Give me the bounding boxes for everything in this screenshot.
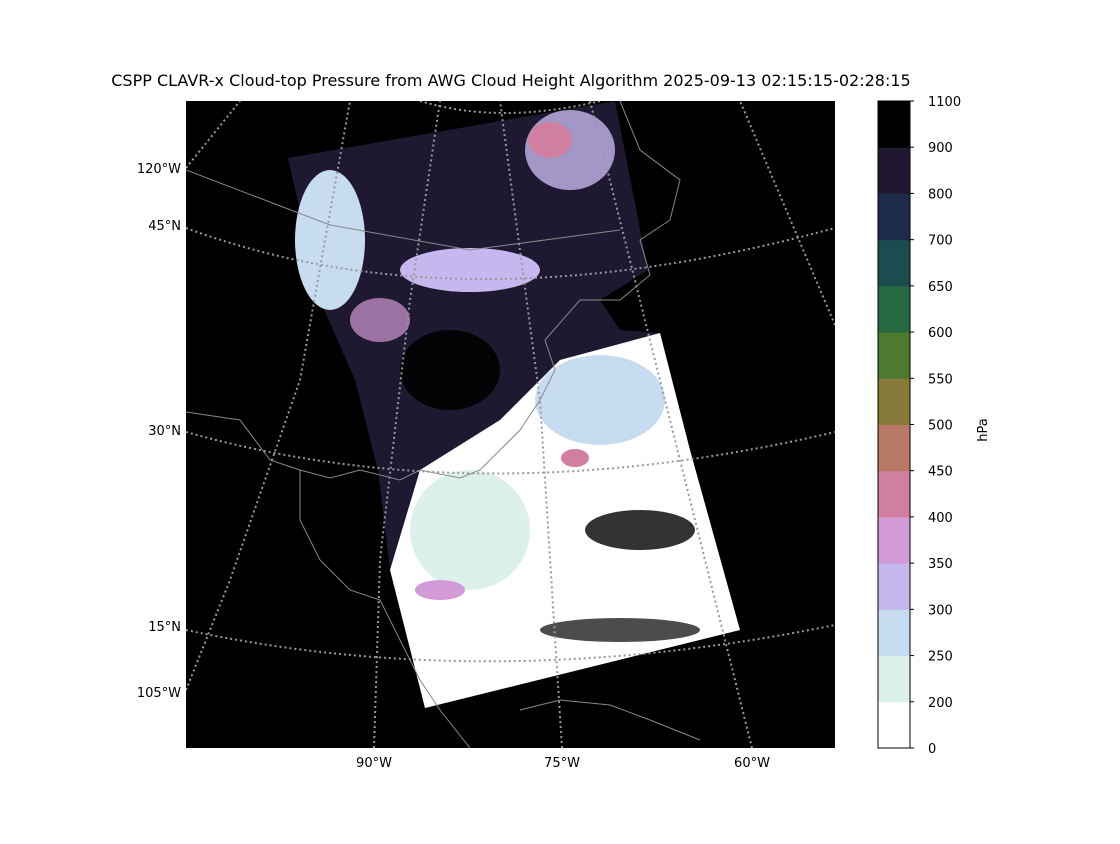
- colorbar-bin: [878, 378, 910, 425]
- colorbar-tick-label: 300: [928, 603, 953, 618]
- clear-sky: [585, 510, 695, 550]
- colorbar: 0 200 250 300 350 400 450 500 550 600 650 700 800 900…: [877, 95, 961, 757]
- colorbar-bin: [878, 609, 910, 657]
- colorbar-tick-label: 900: [928, 141, 953, 156]
- graticule: [186, 101, 835, 748]
- colorbar-tick-label: 400: [928, 511, 953, 526]
- colorbar-bin: [878, 424, 910, 472]
- cloud: [535, 355, 665, 445]
- lon-label: 120°W: [137, 162, 181, 177]
- lat-label: 15°N: [148, 620, 181, 635]
- title: CSPP CLAVR-x Cloud-top Pressure from AWG…: [111, 71, 910, 90]
- colorbar-bin: [878, 563, 910, 610]
- lon-label: 60°W: [734, 756, 770, 771]
- colorbar-tick-label: 600: [928, 326, 953, 341]
- swath-clear: [390, 333, 740, 708]
- colorbar-bin: [878, 332, 910, 379]
- coastline: [299, 470, 471, 748]
- colorbar-bin: [878, 147, 910, 194]
- cloud: [410, 470, 530, 590]
- colorbar-bin: [878, 193, 910, 241]
- colorbar-tick-label: 700: [928, 234, 953, 249]
- colorbar-tick-label: 250: [928, 650, 953, 665]
- colorbar-tick-label: 550: [928, 372, 953, 387]
- cloud: [561, 449, 589, 467]
- lon-label: 105°W: [137, 686, 181, 701]
- colorbar-bin: [878, 655, 910, 703]
- colorbar-tick-label: 650: [928, 280, 953, 295]
- colorbar-label: hPa: [976, 418, 991, 441]
- clear-sky: [540, 618, 700, 642]
- cloud: [400, 248, 540, 292]
- cloud: [528, 122, 572, 158]
- colorbar-bin: [878, 101, 910, 148]
- colorbar-bin: [878, 470, 910, 518]
- lat-label: 30°N: [148, 424, 181, 439]
- colorbar-tick-label: 800: [928, 187, 953, 202]
- colorbar-bin: [878, 285, 910, 333]
- colorbar-tick-label: 450: [928, 465, 953, 480]
- colorbar-bin: [878, 239, 910, 287]
- map: 120°W 45°N 30°N 15°N 105°W 90°W 75°W 60°…: [137, 101, 835, 771]
- colorbar-bin: [878, 516, 910, 564]
- lat-label: 45°N: [148, 219, 181, 234]
- lon-label: 75°W: [544, 756, 580, 771]
- cloud: [415, 580, 465, 600]
- coastline: [519, 699, 701, 741]
- coastline: [186, 101, 681, 481]
- cloud: [350, 298, 410, 342]
- colorbar-bin: [878, 701, 910, 749]
- colorbar-tick-label: 350: [928, 557, 953, 572]
- colorbar-tick-label: 500: [928, 419, 953, 434]
- colorbar-tick-label: 200: [928, 696, 953, 711]
- border: [186, 169, 621, 251]
- colorbar-tick-label: 0: [928, 742, 936, 757]
- cloud: [295, 170, 365, 310]
- lon-label: 90°W: [356, 756, 392, 771]
- clear-sky: [400, 330, 500, 410]
- colorbar-tick-label: 1100: [928, 95, 961, 110]
